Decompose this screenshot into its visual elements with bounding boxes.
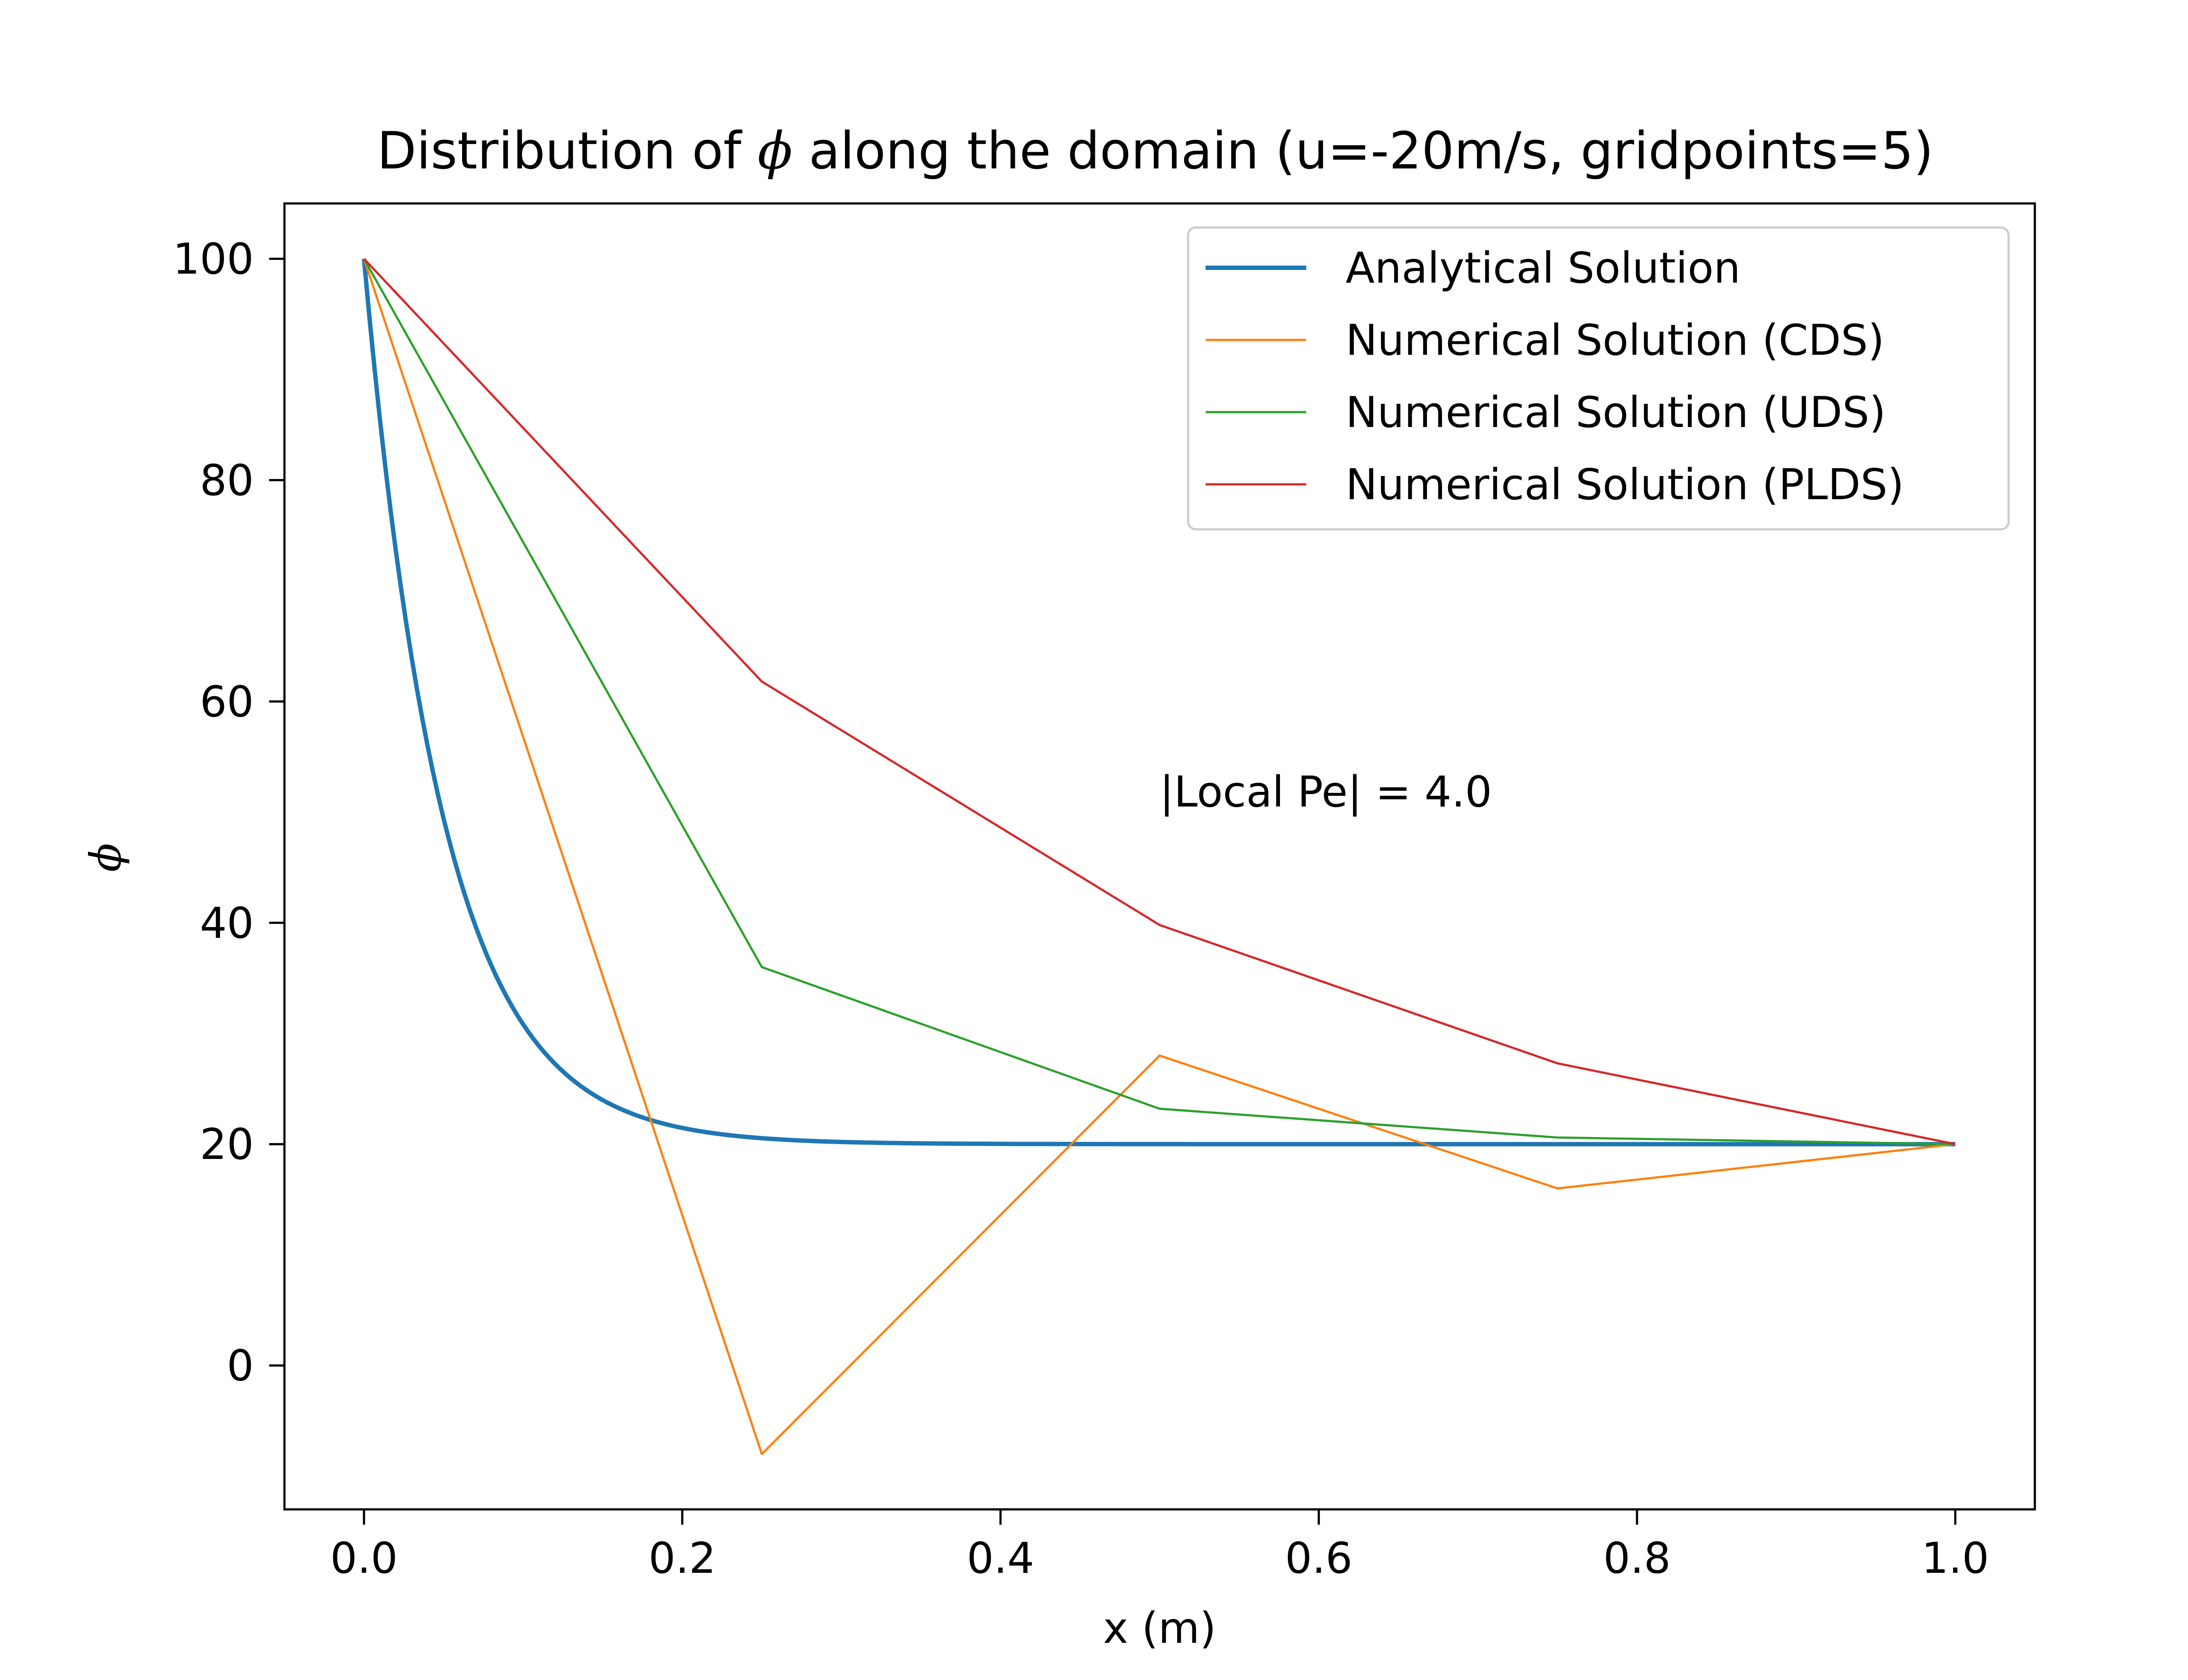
- x-axis-label: x (m): [1103, 1603, 1216, 1653]
- legend: Analytical Solution Numerical Solution (C…: [1187, 226, 2010, 531]
- series-line-numerical-solution-cds: [363, 258, 1956, 1455]
- x-tick-label: 0.0: [330, 1533, 398, 1583]
- legend-label: Numerical Solution (UDS): [1346, 388, 1886, 437]
- x-tick-label: 0.6: [1285, 1533, 1353, 1583]
- y-axis-label: ϕ: [81, 843, 130, 872]
- x-tick-label: 0.4: [967, 1533, 1034, 1583]
- y-tick-label: 80: [200, 455, 254, 505]
- x-tick-label: 0.2: [649, 1533, 716, 1583]
- series-line-analytical-solution: [361, 259, 1956, 1147]
- y-tick-label: 0: [227, 1341, 254, 1390]
- series-line-numerical-solution-uds: [363, 258, 1956, 1145]
- y-tick-label: 40: [200, 898, 254, 948]
- legend-label: Analytical Solution: [1346, 243, 1740, 293]
- local-pe-annotation: |Local Pe| = 4.0: [1160, 767, 1492, 817]
- y-tick-label: 60: [200, 677, 254, 726]
- y-tick-label: 20: [200, 1120, 254, 1169]
- legend-label: Numerical Solution (CDS): [1346, 315, 1884, 365]
- x-axis: 0.0 0.2 0.4 0.6 0.8 1.0: [330, 1509, 1989, 1583]
- plot-frame: [283, 202, 2036, 1511]
- x-tick-label: 0.8: [1603, 1533, 1671, 1583]
- x-tick-label: 1.0: [1922, 1533, 1989, 1583]
- legend-box: [1187, 226, 2010, 531]
- y-tick-label: 100: [173, 234, 254, 284]
- series-line-numerical-solution-plds: [363, 258, 1956, 1145]
- series-layer: [361, 258, 1956, 1455]
- chart-title: Distribution of ϕ along the domain (u=-2…: [377, 121, 1934, 181]
- legend-label: Numerical Solution (PLDS): [1346, 460, 1904, 509]
- y-axis: 0 20 40 60 80 100: [173, 234, 284, 1390]
